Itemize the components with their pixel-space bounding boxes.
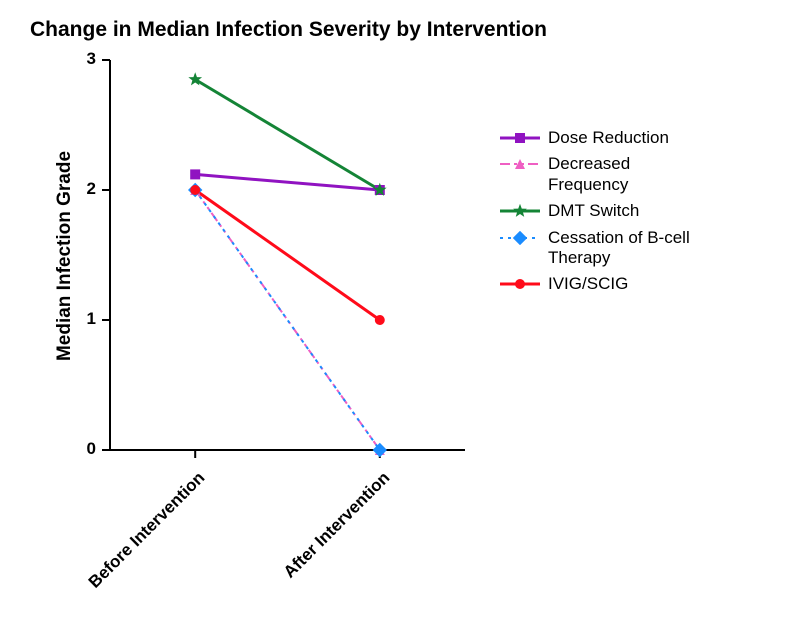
legend: Dose Reduction Decreased Frequency DMT Swi… bbox=[500, 128, 708, 301]
legend-item: IVIG/SCIG bbox=[500, 274, 708, 294]
legend-item: Dose Reduction bbox=[500, 128, 708, 148]
legend-swatch bbox=[500, 157, 540, 171]
legend-swatch bbox=[500, 204, 540, 218]
legend-label: Decreased Frequency bbox=[548, 154, 708, 195]
legend-swatch bbox=[500, 131, 540, 145]
legend-item: Cessation of B-cell Therapy bbox=[500, 228, 708, 269]
chart-container: Change in Median Infection Severity by I… bbox=[0, 0, 787, 638]
legend-item: DMT Switch bbox=[500, 201, 708, 221]
legend-label: IVIG/SCIG bbox=[548, 274, 628, 294]
legend-item: Decreased Frequency bbox=[500, 154, 708, 195]
y-tick-label: 2 bbox=[72, 179, 96, 199]
y-tick-label: 3 bbox=[72, 49, 96, 69]
legend-swatch bbox=[500, 231, 540, 245]
plot-area bbox=[0, 0, 787, 638]
legend-label: DMT Switch bbox=[548, 201, 639, 221]
legend-swatch bbox=[500, 277, 540, 291]
y-tick-label: 0 bbox=[72, 439, 96, 459]
y-tick-label: 1 bbox=[72, 309, 96, 329]
legend-label: Dose Reduction bbox=[548, 128, 669, 148]
legend-label: Cessation of B-cell Therapy bbox=[548, 228, 708, 269]
